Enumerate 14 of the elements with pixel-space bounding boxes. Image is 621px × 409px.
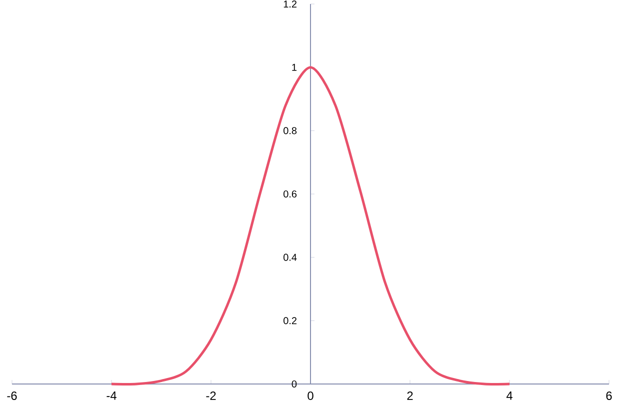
x-tick-label: -4 — [106, 392, 116, 400]
y-tick-label: 0 — [292, 380, 297, 388]
y-tick-label: 0.8 — [284, 127, 297, 134]
x-tick-label: -2 — [206, 392, 216, 400]
y-tick-label: 1.2 — [284, 0, 296, 8]
y-tick-label: 0.6 — [284, 190, 297, 198]
y-tick-label: 1 — [292, 64, 296, 71]
x-tick-label: 4 — [506, 392, 512, 400]
x-tick-label: 2 — [407, 392, 413, 400]
y-tick-label: 0.2 — [284, 317, 296, 324]
x-tick-label: 0 — [308, 392, 314, 400]
x-tick-label: -6 — [7, 392, 17, 400]
y-tick-label: 0.4 — [284, 254, 297, 261]
x-tick-label: 6 — [606, 392, 612, 400]
